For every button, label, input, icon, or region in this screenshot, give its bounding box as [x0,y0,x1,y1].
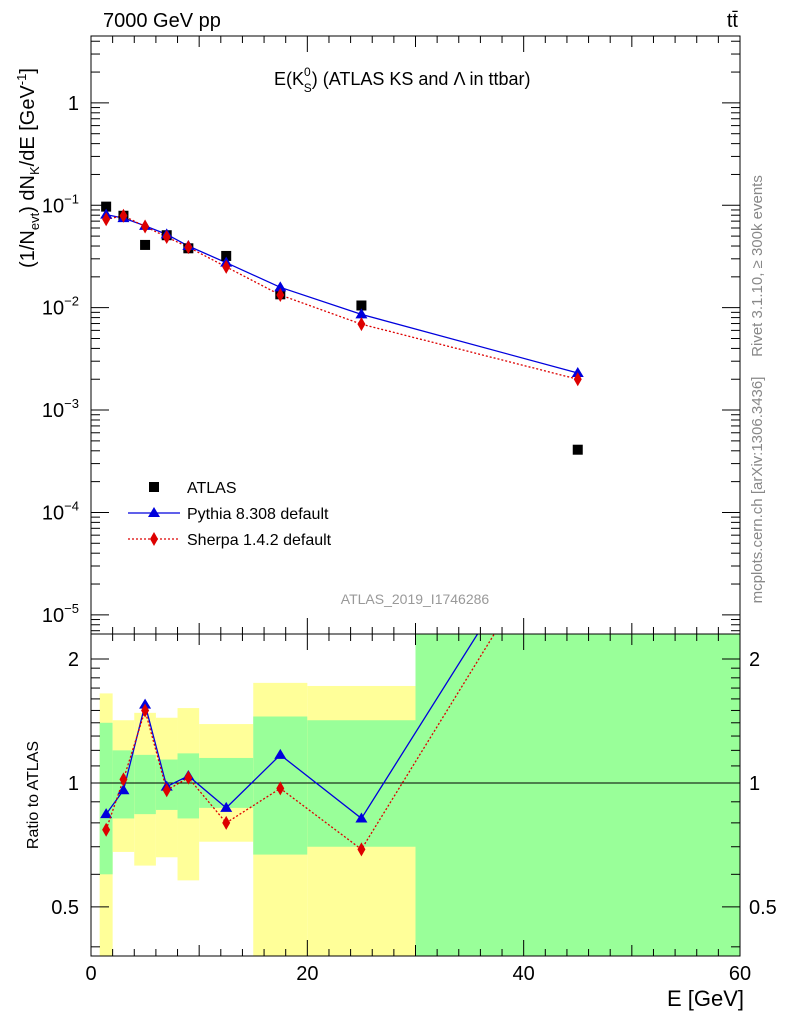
main-point-0-5 [221,250,232,261]
main-point-2-4 [184,240,193,255]
plot-title-rest: ) (ATLAS KS and Λ in ttbar) [312,69,531,89]
main-point-1-7 [355,308,368,319]
tick-base: 10 [42,605,64,627]
ratio-point-0-7 [355,812,368,823]
tick-exponent: −4 [64,498,79,513]
mcplots-label: mcplots.cern.ch [arXiv:1306.3436] [749,377,766,604]
main-point-0-2 [140,239,151,250]
main-y-axis: 110−110−210−310−410−5 [42,40,740,632]
main-point-2-8 [573,372,582,387]
tick-base: 10 [42,298,64,320]
band-green-7 [307,720,416,847]
ratio-point-0-0 [100,808,113,819]
band-green-8 [415,634,740,956]
plot-title-main: E(K [274,69,304,89]
tick-exponent: −1 [64,191,79,206]
main-point-2-3 [162,229,171,244]
legend: ATLAS Pythia 8.308 default Sherpa 1.4.2 de… [128,480,332,549]
legend-marker-0 [149,482,159,492]
ratio-point-0-5 [220,801,233,812]
main-point-2-1 [119,208,128,223]
legend-label-1: Pythia 8.308 default [187,506,329,523]
ratio-series [100,469,584,857]
tick-base: 10 [42,400,64,422]
plot-title-sup: 0 [304,65,311,79]
legend-marker-1 [148,507,160,517]
ratio-y-tick-label-right-2: 2 [749,649,760,671]
ratio-point-1-1 [119,772,128,787]
legend-label-0: ATLAS [187,480,237,497]
energy-label: 7000 GeV pp [103,10,221,32]
rivet-label: Rivet 3.1.10, ≥ 300k events [749,175,766,357]
ratio-point-1-8 [574,492,582,506]
tick-base: 10 [42,195,64,217]
ratio-point-0-1 [117,784,130,795]
ratio-point-0-8 [572,469,584,479]
band-green-4 [177,753,200,819]
plot-title: E(K0 S) (ATLAS KS and Λ in ttbar) [274,65,531,95]
main-y-axis-title: (1/Nevt) dNK/dE [GeV-1] [14,68,42,268]
ratio-point-1-0 [102,822,111,837]
main-point-2-2 [141,219,150,234]
x-axis-title: E [GeV] [667,986,744,1011]
ratio-y-tick-label-left-2: 2 [68,649,79,671]
main-point-2-6 [276,287,285,302]
ratio-point-1-4 [184,770,193,785]
main-point-2-5 [222,259,231,274]
tick-exponent: −3 [64,396,79,411]
x-tick-label-2: 40 [513,963,535,985]
main-point-2-0 [102,212,111,227]
band-green-2 [134,754,156,815]
tick-base: 10 [42,502,64,524]
tick-exponent: −5 [64,601,79,616]
x-tick-label-3: 60 [729,963,751,985]
plot-title-sub: S [304,81,312,95]
x-tick-label-0: 0 [85,963,96,985]
ratio-point-1-6 [276,781,285,796]
ratio-y-axis-title: Ratio to ATLAS [25,741,42,849]
ratio-y-tick-label-left-1: 1 [68,773,79,795]
process-label: tt̄ [727,10,739,32]
ratio-point-1-7 [357,842,366,857]
legend-label-2: Sherpa 1.4.2 default [187,532,332,549]
main-point-0-0 [101,201,112,212]
main-point-2-7 [357,317,366,332]
ratio-point-1-3 [162,783,171,798]
main-point-0-8 [572,444,583,455]
ratio-point-0-6 [274,748,287,759]
main-y-tick-label-3: 10−3 [42,396,79,422]
main-y-tick-label-4: 10−4 [42,498,79,524]
x-axis: 0 20 40 60 [85,36,751,985]
ratio-y-axis: 0.5 0.5 1 1 2 2 [51,649,777,948]
main-point-0-7 [356,300,367,311]
main-line-1 [106,214,578,374]
legend-marker-2 [150,532,158,546]
ratio-y-tick-label-left-0: 0.5 [51,897,79,919]
main-point-1-8 [571,367,584,378]
ratio-point-1-2 [141,703,150,718]
analysis-watermark: ATLAS_2019_I1746286 [341,591,490,607]
tick-exponent: −2 [64,294,79,309]
main-y-tick-label-1: 10−1 [42,191,79,217]
ratio-y-tick-label-right-0: 0.5 [749,897,777,919]
ratio-y-tick-label-right-1: 1 [749,773,760,795]
ratio-point-1-5 [222,815,231,830]
main-point-1-6 [274,281,287,292]
x-tick-label-1: 20 [296,963,318,985]
main-series [100,201,584,455]
main-y-tick-label-0: 1 [68,93,79,115]
ratio-uncertainty-bands [99,634,740,956]
band-green-0 [99,722,113,875]
main-y-tick-label-2: 10−2 [42,294,79,320]
main-y-tick-label-5: 10−5 [42,601,79,627]
